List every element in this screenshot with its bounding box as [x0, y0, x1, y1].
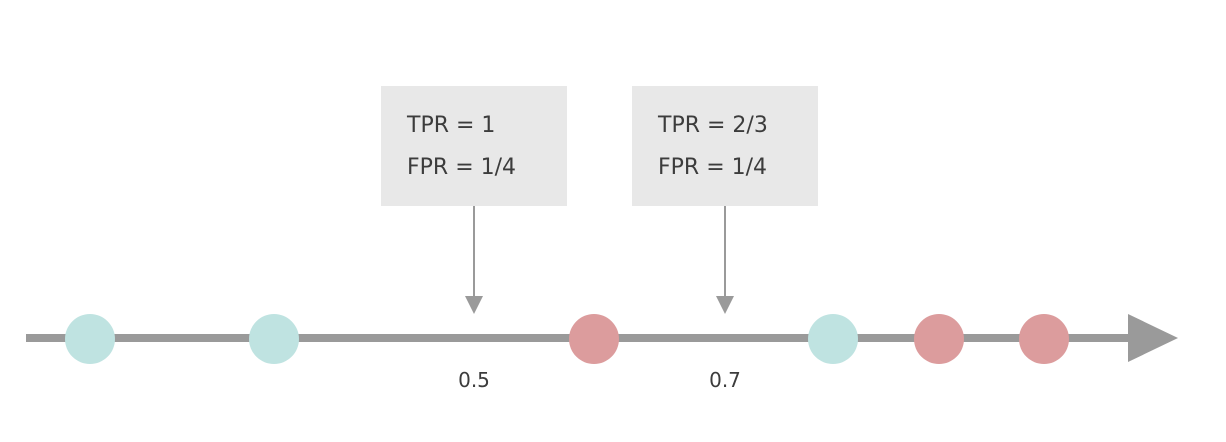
threshold-value-label: 0.7 — [709, 368, 741, 392]
tpr-label: TPR = 2/3 — [657, 113, 768, 138]
fpr-label: FPR = 1/4 — [658, 155, 767, 180]
sample-dot-negative — [249, 314, 299, 364]
threshold-0: TPR = 1 FPR = 1/4 0.5 — [381, 86, 567, 392]
axis-arrowhead — [1128, 314, 1178, 362]
metrics-box — [632, 86, 818, 206]
sample-dot-negative — [65, 314, 115, 364]
tpr-label: TPR = 1 — [406, 113, 495, 138]
sample-dot-positive — [914, 314, 964, 364]
threshold-arrow-head — [716, 296, 734, 314]
sample-dot-positive — [1019, 314, 1069, 364]
sample-dot-positive — [569, 314, 619, 364]
sample-dots — [65, 314, 1069, 364]
metrics-box — [381, 86, 567, 206]
fpr-label: FPR = 1/4 — [407, 155, 516, 180]
sample-dot-negative — [808, 314, 858, 364]
threshold-value-label: 0.5 — [458, 368, 490, 392]
threshold-1: TPR = 2/3 FPR = 1/4 0.7 — [632, 86, 818, 392]
threshold-arrow-head — [465, 296, 483, 314]
